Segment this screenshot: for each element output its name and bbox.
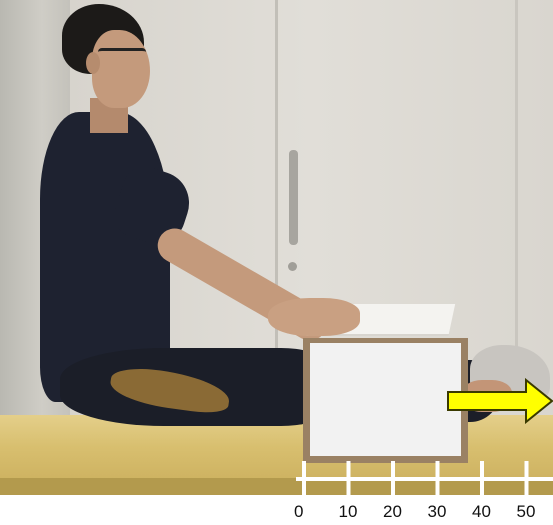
door-knob — [288, 262, 297, 271]
photo — [0, 0, 553, 495]
person-hands — [268, 298, 360, 336]
scale-label: 50 — [517, 502, 536, 521]
scale-labels: 0 10 20 30 40 50 — [294, 502, 535, 521]
door-seam — [275, 0, 278, 360]
arrow-shape — [447, 378, 553, 424]
scale-label: 10 — [339, 502, 358, 521]
scale-label: 20 — [383, 502, 402, 521]
scale-label: 30 — [428, 502, 447, 521]
door-handle — [289, 150, 298, 245]
door-seam-right — [515, 0, 518, 360]
scale-label: 0 — [294, 502, 303, 521]
person-face — [92, 30, 150, 108]
mat-edge — [0, 478, 553, 495]
scale-label: 40 — [472, 502, 491, 521]
box-face — [310, 343, 461, 456]
person-ear — [86, 52, 100, 74]
yellow-arrow-icon — [447, 378, 553, 424]
person-glasses — [98, 48, 146, 65]
